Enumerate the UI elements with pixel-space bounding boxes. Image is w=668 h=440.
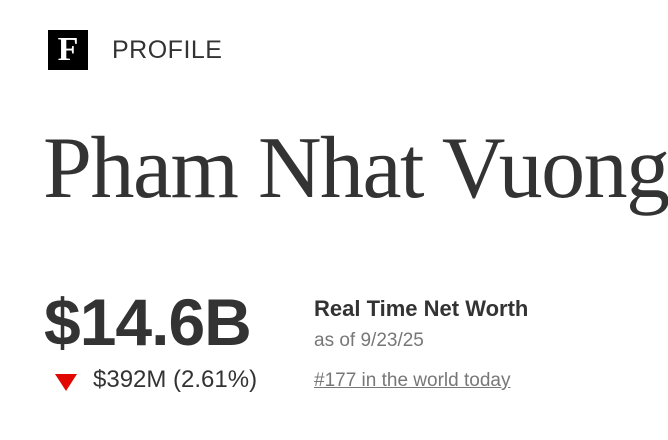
triangle-down-icon	[55, 374, 77, 391]
net-worth-label: Real Time Net Worth	[314, 296, 529, 321]
profile-name: Pham Nhat Vuong	[43, 120, 668, 217]
logo-letter: F	[57, 31, 79, 68]
world-rank-link[interactable]: #177 in the world today	[314, 370, 511, 391]
forbes-logo[interactable]: F	[48, 30, 88, 70]
as-of-date: as of 9/23/25	[314, 330, 424, 351]
section-label: PROFILE	[112, 36, 223, 64]
net-worth-change: $392M (2.61%)	[93, 366, 258, 393]
net-worth-value: $14.6B	[44, 285, 252, 359]
